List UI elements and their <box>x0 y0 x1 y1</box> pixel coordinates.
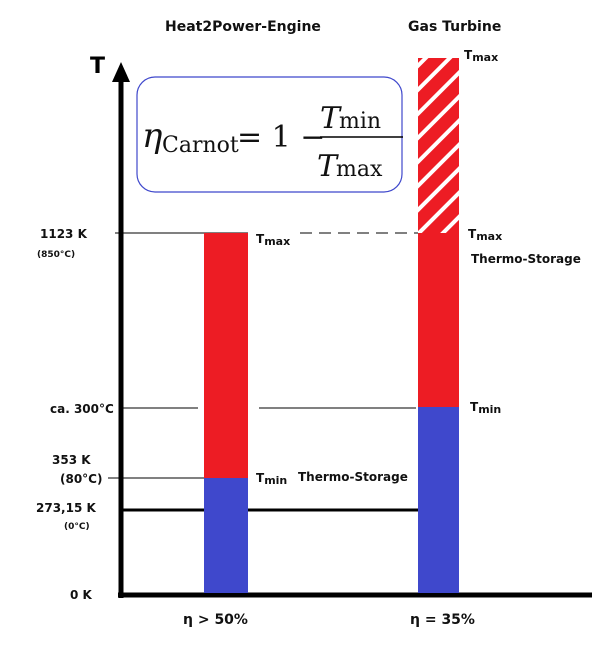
axis-label-t: T <box>90 54 105 79</box>
label-tmin-right: Tmin <box>470 400 501 416</box>
svg-text:T: T <box>320 101 342 136</box>
header-gas-turbine: Gas Turbine <box>408 19 501 35</box>
svg-text:Tmin: Tmin <box>470 400 501 416</box>
label-thermo-storage-right: Thermo-Storage <box>471 252 581 266</box>
label-tmax-right: Tmax <box>468 227 502 243</box>
label-850c: (850°C) <box>37 250 75 260</box>
label-353k: 353 K <box>52 453 91 467</box>
label-tmax-left: Tmax <box>256 232 290 248</box>
svg-text:Tmax: Tmax <box>256 232 290 248</box>
efficiency-right: η = 35% <box>410 612 475 628</box>
label-tmax-gas-turbine: Tmax <box>464 48 498 64</box>
svg-text:Tmax: Tmax <box>464 48 498 64</box>
label-1123k: 1123 K <box>40 227 88 241</box>
svg-text:Tmin: Tmin <box>256 471 287 487</box>
label-0c: (0°C) <box>64 522 90 532</box>
label-thermo-storage-left: Thermo-Storage <box>298 470 408 484</box>
heat2power-cold-bar <box>204 478 248 593</box>
gas-turbine-cold-bar <box>418 407 459 593</box>
heat2power-hot-bar <box>204 233 248 478</box>
svg-text:= 1 −: = 1 − <box>237 120 325 155</box>
svg-text:T: T <box>317 149 339 184</box>
carnot-formula: η Carnot = 1 − T min T max <box>142 101 403 184</box>
svg-text:max: max <box>336 157 383 182</box>
label-273k: 273,15 K <box>36 501 96 515</box>
label-tmin-left: Tmin <box>256 471 287 487</box>
formula-box <box>136 76 403 193</box>
svg-text:η: η <box>142 116 163 156</box>
gas-turbine-hot-bar <box>418 233 459 407</box>
y-axis-arrow-icon <box>112 62 130 82</box>
gas-turbine-hatched-bar <box>418 58 459 233</box>
efficiency-left: η > 50% <box>183 612 248 628</box>
label-80c: (80°C) <box>60 472 102 486</box>
svg-text:Tmax: Tmax <box>468 227 502 243</box>
svg-text:Carnot: Carnot <box>162 133 239 158</box>
svg-text:min: min <box>339 109 381 134</box>
label-300c: ca. 300°C <box>50 402 114 416</box>
label-0k: 0 K <box>70 588 93 602</box>
header-heat2power: Heat2Power-Engine <box>165 19 321 35</box>
